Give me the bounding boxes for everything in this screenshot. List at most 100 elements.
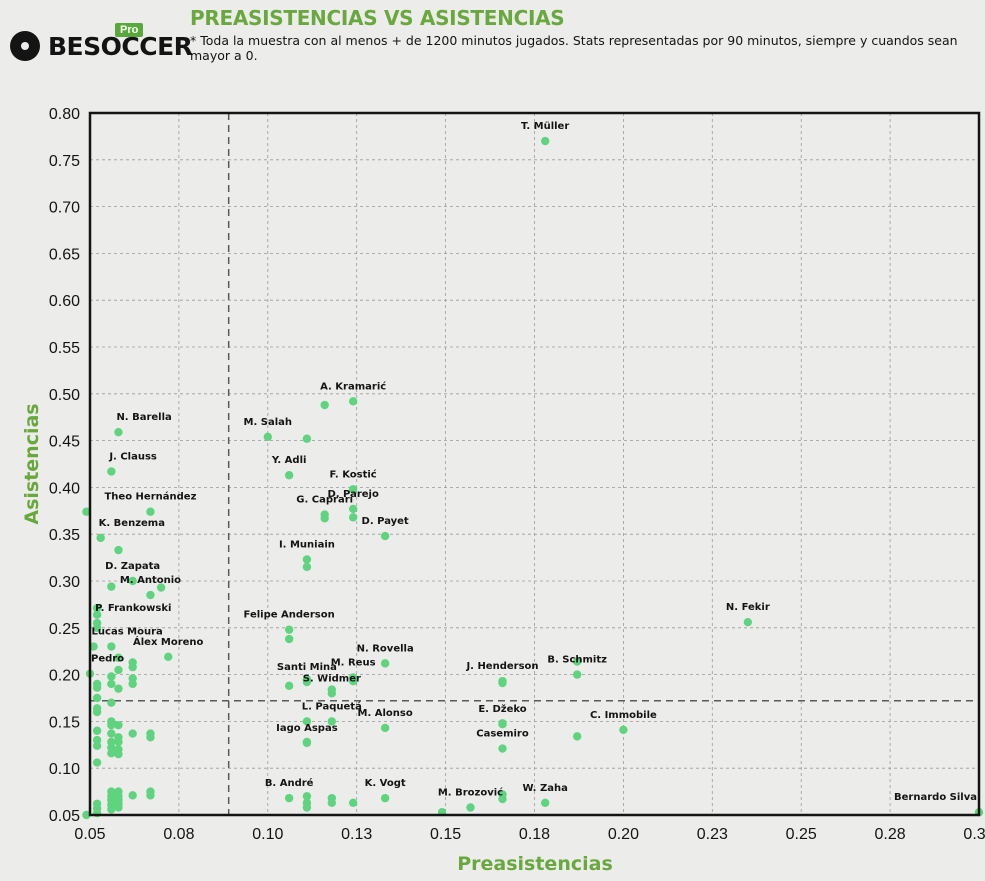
point-label: N. Fekir xyxy=(726,602,770,613)
x-tick-label: 0.05 xyxy=(74,826,105,843)
point-labels: T. Müller A. Kramarić N. Barella M. Salah J.… xyxy=(91,121,977,803)
point-label: M. Salah xyxy=(244,417,292,428)
x-tick-label: 0.25 xyxy=(786,826,817,843)
data-point xyxy=(284,634,294,644)
point-label: F. Kostić xyxy=(330,468,377,480)
y-tick-label: 0.10 xyxy=(49,761,80,778)
data-point xyxy=(302,562,312,572)
data-point xyxy=(380,659,390,668)
x-tick-label: 0.18 xyxy=(519,826,550,843)
point-label: T. Müller xyxy=(521,121,569,132)
data-point xyxy=(114,803,123,812)
y-tick-label: 0.35 xyxy=(49,527,80,544)
data-point xyxy=(348,504,358,514)
soccer-ball-icon xyxy=(10,31,40,61)
data-point xyxy=(302,792,312,801)
data-point xyxy=(107,805,116,814)
y-tick-label: 0.65 xyxy=(49,246,80,263)
data-point xyxy=(619,725,628,735)
data-point xyxy=(320,510,329,519)
data-point xyxy=(128,679,137,689)
data-point xyxy=(92,693,102,703)
point-label: W. Zaha xyxy=(522,783,567,794)
x-tick-label: 0.15 xyxy=(430,826,461,843)
data-point xyxy=(380,723,390,733)
point-label: G. Caprari xyxy=(296,495,353,506)
data-point xyxy=(302,738,312,748)
point-label: Felipe Anderson xyxy=(244,610,335,621)
data-points xyxy=(82,136,984,820)
point-label: Casemiro xyxy=(476,729,529,740)
data-point xyxy=(128,791,137,800)
data-point xyxy=(572,732,582,741)
data-point xyxy=(156,583,166,592)
data-point xyxy=(146,590,155,600)
data-point xyxy=(302,677,312,687)
point-label: I. Muniain xyxy=(279,539,335,550)
data-point xyxy=(92,618,102,628)
point-label: D. Payet xyxy=(362,516,409,527)
x-tick-label: 0.10 xyxy=(252,826,283,843)
y-tick-label: 0.40 xyxy=(49,480,80,497)
data-point xyxy=(348,397,358,406)
y-tick-label: 0.20 xyxy=(49,668,80,685)
data-point xyxy=(263,432,272,442)
data-point xyxy=(89,642,98,651)
x-tick-label: 0.08 xyxy=(163,826,194,843)
y-tick-label: 0.60 xyxy=(49,293,80,310)
y-tick-label: 0.45 xyxy=(49,434,80,451)
point-label: M. Reus xyxy=(331,657,376,668)
data-point xyxy=(107,467,116,476)
y-tick-label: 0.50 xyxy=(49,387,80,404)
y-tick-labels: 0.05 0.10 0.15 0.20 0.25 0.30 0.35 0.40 0.45 0.50… xyxy=(49,106,80,825)
data-point xyxy=(348,673,358,682)
point-label: C. Immobile xyxy=(590,710,657,721)
point-label: J. Clauss xyxy=(108,451,157,462)
x-tick-label: 0.13 xyxy=(341,826,372,843)
point-label: M. Brozović xyxy=(438,787,503,799)
logo-pro-badge: Pro xyxy=(115,23,144,37)
data-point xyxy=(107,679,116,689)
data-point xyxy=(498,720,507,729)
data-point xyxy=(348,485,358,494)
data-point xyxy=(107,642,116,651)
data-point xyxy=(320,400,329,410)
data-point xyxy=(466,803,475,812)
grid-lines xyxy=(89,112,980,816)
data-point xyxy=(284,471,294,480)
data-point xyxy=(114,737,123,747)
data-point xyxy=(572,657,582,666)
besoccer-logo: BESOCCER Pro xyxy=(10,23,193,64)
data-point xyxy=(302,803,312,812)
point-label: A. Kramarić xyxy=(320,380,386,392)
data-point xyxy=(114,749,123,759)
point-label: Santi Mina xyxy=(277,662,337,673)
y-tick-label: 0.25 xyxy=(49,621,80,638)
point-label: Iago Aspas xyxy=(276,723,338,734)
data-point xyxy=(540,136,550,146)
point-label: L. Paquetá xyxy=(302,700,362,712)
data-point xyxy=(114,720,123,730)
y-tick-label: 0.75 xyxy=(49,153,80,170)
data-point xyxy=(82,810,91,820)
data-point xyxy=(114,427,123,437)
data-point xyxy=(498,794,507,804)
data-point xyxy=(540,798,550,808)
data-point xyxy=(128,662,137,672)
data-point xyxy=(327,717,337,726)
x-tick-label: 0.20 xyxy=(608,826,639,843)
y-tick-label: 0.30 xyxy=(49,574,80,591)
x-tick-label: 0.23 xyxy=(697,826,728,843)
data-point xyxy=(348,798,358,808)
point-label: K. Vogt xyxy=(365,778,406,789)
data-point xyxy=(92,683,102,692)
data-point xyxy=(743,617,753,627)
point-label: K. Benzema xyxy=(99,518,165,529)
data-point xyxy=(92,726,102,735)
data-point xyxy=(107,720,116,730)
data-point xyxy=(498,744,507,753)
data-point xyxy=(92,707,102,717)
y-axis-title: Asistencias xyxy=(21,403,43,524)
point-label: N. Barella xyxy=(116,412,171,423)
